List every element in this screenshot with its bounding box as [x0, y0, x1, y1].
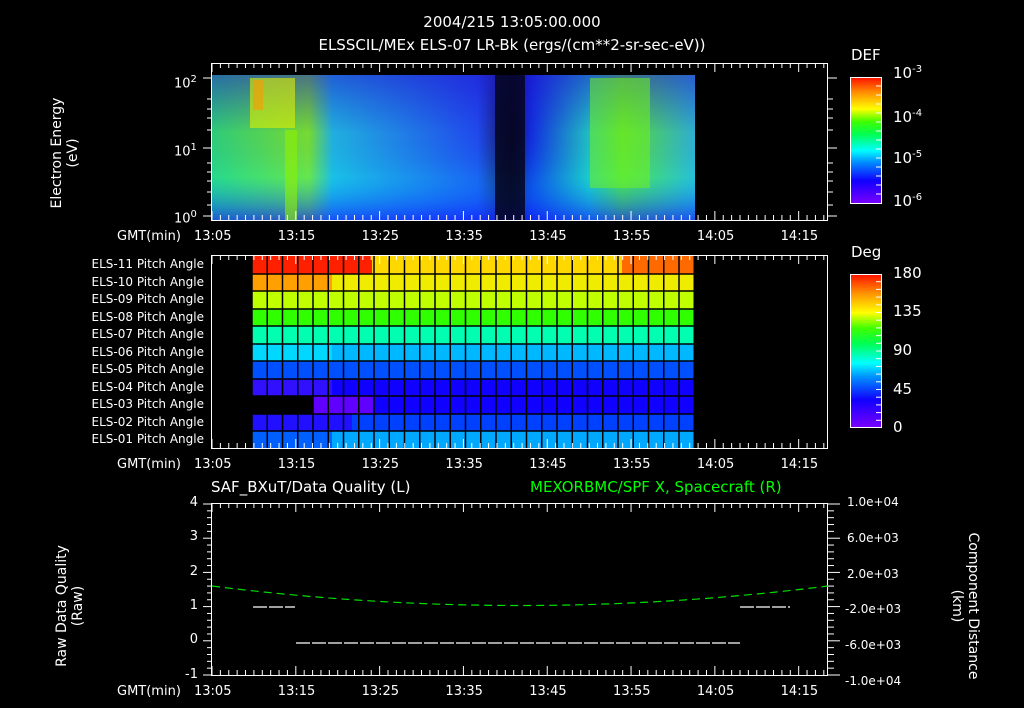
- time-tick-label: 13:05: [194, 457, 232, 472]
- energy-ytick-100: 102: [174, 74, 197, 92]
- time-tick-label: 13:05: [194, 684, 232, 699]
- data-quality-series: [253, 606, 790, 644]
- deg-label-90: 90: [893, 341, 913, 359]
- def-label-1e-4: 10-4: [893, 108, 923, 126]
- pitch-angle-row-label: ELS-03 Pitch Angle: [91, 397, 204, 411]
- pitch-angle-grid: [251, 256, 695, 448]
- spacecraft-x-series: [211, 585, 829, 607]
- pitch-angle-row-label: ELS-06 Pitch Angle: [91, 344, 204, 359]
- deg-label-180: 180: [893, 264, 922, 282]
- time-tick-label: 13:35: [445, 457, 483, 472]
- distance-ytick-label: -6.0e+03: [845, 638, 902, 653]
- quality-ylabel: Raw Data Quality (Raw): [54, 545, 86, 667]
- pitch-angle-row-label: ELS-11 Pitch Angle: [91, 257, 204, 271]
- gmt-label: GMT(min): [117, 684, 181, 699]
- distance-ytick-label: 2.0e+03: [847, 566, 899, 581]
- distance-ytick-label: -2.0e+03: [845, 602, 902, 617]
- time-tick-label: 14:05: [696, 457, 735, 472]
- deg-label-0: 0: [893, 418, 903, 436]
- time-tick-label: 14:15: [780, 457, 819, 472]
- pitch-angle-row-label: ELS-08 Pitch Angle: [91, 309, 204, 324]
- time-tick-label: 13:15: [277, 684, 316, 699]
- time-tick-label: 13:25: [361, 229, 400, 244]
- time-tick-label: 13:55: [613, 229, 651, 244]
- distance-ytick-label: -1.0e+04: [845, 674, 902, 688]
- time-tick-label: 14:15: [780, 684, 819, 699]
- time-tick-label: 13:55: [613, 684, 651, 699]
- pitch-angle-row-label: ELS-07 Pitch Angle: [91, 327, 204, 341]
- time-tick-label: 14:05: [696, 684, 735, 699]
- quality-ytick-label: -1: [185, 666, 198, 682]
- time-tick-label: 13:15: [277, 457, 316, 472]
- def-label-1e-3: 10-3: [893, 64, 923, 82]
- energy-spectrogram: [212, 75, 695, 220]
- plot-subtitle: ELSSCIL/MEx ELS-07 LR-Bk (ergs/(cm**2-sr…: [318, 36, 706, 54]
- plot-datetime: 2004/215 13:05:00.000: [423, 13, 601, 31]
- quality-title: SAF_BXuT/Data Quality (L): [211, 478, 411, 496]
- time-tick-label: 13:05: [194, 229, 232, 244]
- time-tick-label: 13:25: [361, 457, 400, 472]
- time-tick-label: 13:45: [529, 684, 567, 699]
- quality-ytick-label: 3: [189, 529, 198, 545]
- quality-ytick-label: 4: [189, 495, 198, 510]
- def-colorbar-title: DEF: [851, 46, 881, 64]
- time-tick-label: 14:15: [780, 229, 819, 244]
- distance-ytick-label: 1.0e+04: [847, 495, 899, 509]
- time-tick-label: 13:15: [277, 229, 316, 244]
- quality-ytick-label: 1: [189, 597, 198, 613]
- energy-ytick-1: 100: [174, 209, 197, 227]
- def-label-1e-5: 10-5: [893, 149, 923, 167]
- energy-ylabel: Electron Energy (eV): [49, 97, 81, 209]
- deg-label-45: 45: [893, 380, 913, 398]
- distance-ylabel: Component Distance (km): [949, 532, 981, 680]
- time-tick-label: 13:35: [445, 684, 483, 699]
- deg-colorbar-title: Deg: [851, 243, 882, 261]
- def-label-1e-6: 10-6: [893, 192, 923, 210]
- time-tick-label: 13:55: [613, 457, 651, 472]
- pitch-angle-row-label: ELS-10 Pitch Angle: [91, 274, 204, 289]
- gmt-label: GMT(min): [117, 229, 181, 244]
- pitch-angle-row-label: ELS-04 Pitch Angle: [91, 379, 204, 394]
- quality-ytick-label: 0: [189, 632, 198, 648]
- spacecraft-title: MEXORBMC/SPF X, Spacecraft (R): [530, 478, 782, 496]
- quality-ytick-label: 2: [189, 563, 198, 579]
- time-tick-label: 13:25: [361, 684, 400, 699]
- pitch-angle-row-label: ELS-05 Pitch Angle: [91, 362, 204, 376]
- time-tick-label: 13:45: [529, 457, 567, 472]
- distance-ytick-label: 6.0e+03: [847, 530, 899, 545]
- time-tick-label: 13:35: [445, 229, 483, 244]
- time-tick-label: 14:05: [696, 229, 735, 244]
- time-tick-label: 13:45: [529, 229, 567, 244]
- gmt-label: GMT(min): [117, 457, 181, 472]
- energy-ytick-10: 101: [174, 142, 197, 160]
- deg-label-135: 135: [893, 302, 922, 320]
- pitch-angle-row-label: ELS-09 Pitch Angle: [91, 292, 204, 306]
- pitch-angle-row-label: ELS-01 Pitch Angle: [91, 432, 204, 446]
- pitch-angle-row-label: ELS-02 Pitch Angle: [91, 414, 204, 429]
